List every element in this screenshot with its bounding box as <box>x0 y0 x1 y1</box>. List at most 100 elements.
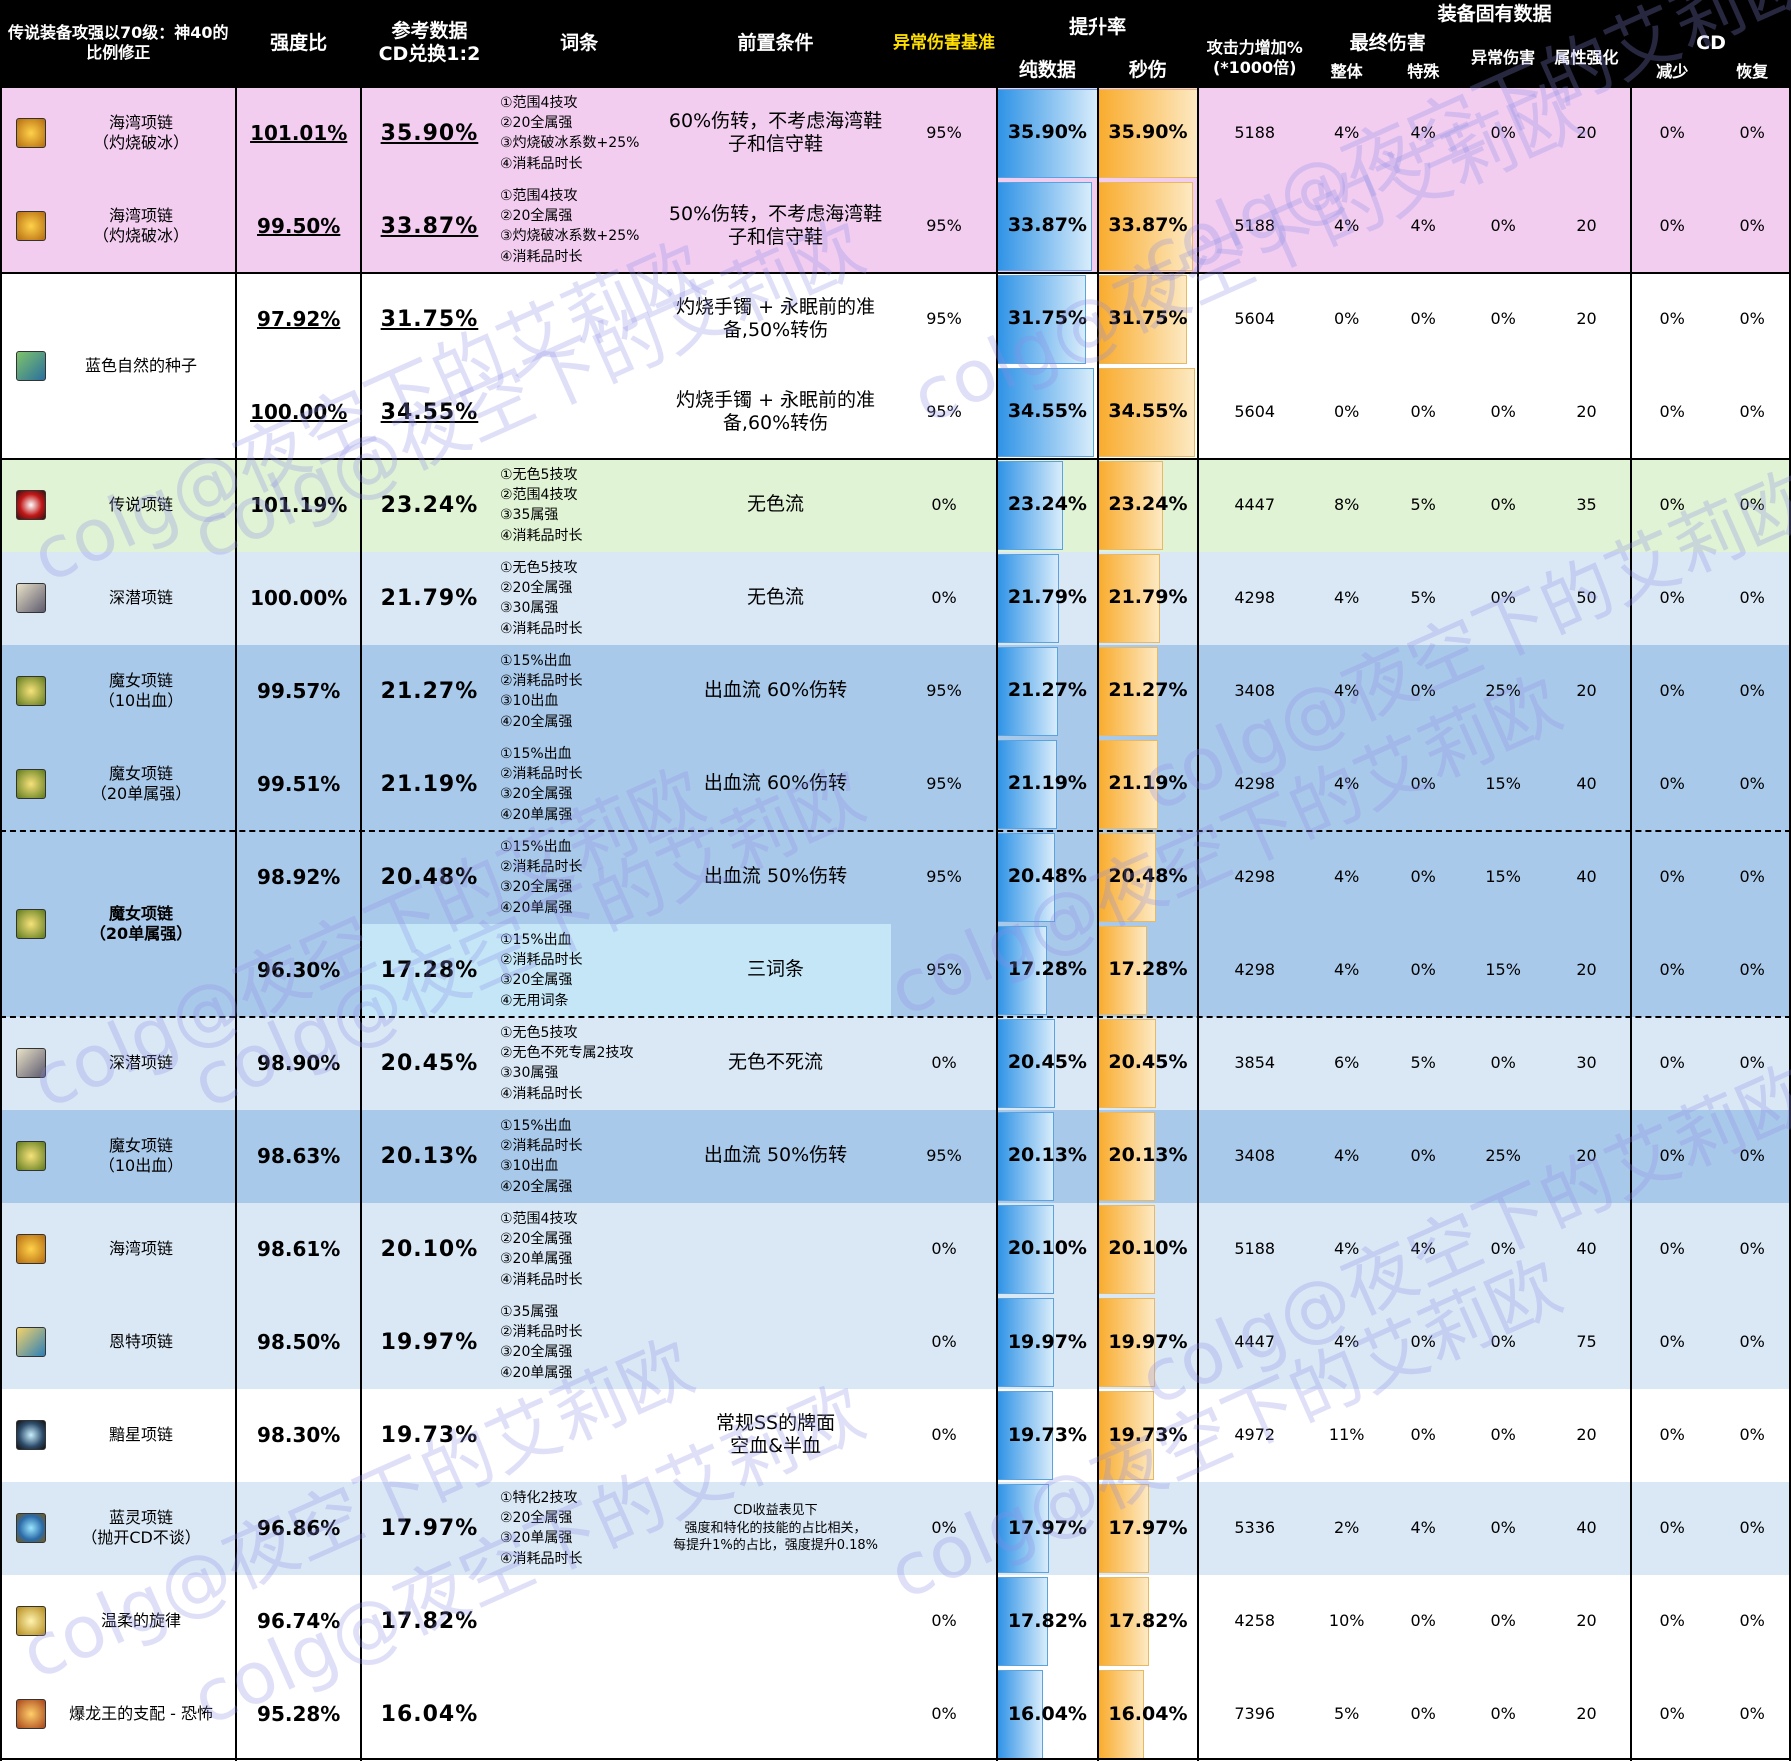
reference-value: 17.28% <box>380 957 479 983</box>
grid-line <box>1789 0 1791 1761</box>
final-damage-special: 0% <box>1410 1146 1436 1166</box>
header-affixes: 词条 <box>498 0 661 87</box>
affix-list <box>498 1389 660 1482</box>
pure-data-bar: 21.27% <box>997 645 1098 738</box>
final-damage-special: 0% <box>1410 774 1436 794</box>
cd-reduce: 0% <box>1659 1704 1685 1724</box>
final-damage-special: 5% <box>1410 1053 1436 1073</box>
bar-fill <box>997 1390 1054 1480</box>
element-boost: 20 <box>1576 123 1597 143</box>
cd-recover: 0% <box>1739 123 1765 143</box>
affix-list <box>498 273 660 366</box>
pure-data-bar: 20.48% <box>997 831 1098 924</box>
final-damage-special: 0% <box>1410 1611 1436 1631</box>
cd-recover: 0% <box>1739 309 1765 329</box>
affix-list: ①15%出血 ②消耗品时长 ③20全属强 ④20单属强 <box>500 745 583 823</box>
final-damage-overall: 4% <box>1333 1146 1360 1166</box>
bar-value: 20.48% <box>1007 865 1087 888</box>
attack-increase: 5188 <box>1234 216 1276 236</box>
attack-increase: 5604 <box>1234 309 1276 329</box>
bar-fill <box>1097 832 1156 922</box>
grid-line <box>0 457 1791 460</box>
bay-necklace-icon <box>15 211 46 242</box>
bar-value: 19.97% <box>1108 1330 1188 1353</box>
element-boost: 20 <box>1576 681 1597 701</box>
bar-value: 21.19% <box>1108 772 1188 795</box>
abnormal-damage: 0% <box>1490 495 1516 515</box>
bar-value: 17.97% <box>1108 1516 1188 1539</box>
strength-ratio: 100.00% <box>250 399 348 424</box>
abnormal-base: 95% <box>926 960 962 980</box>
bar-value: 35.90% <box>1007 121 1087 144</box>
witch-necklace-icon <box>15 769 46 800</box>
element-boost: 20 <box>1576 1425 1597 1445</box>
bar-fill <box>1097 553 1160 643</box>
cd-reduce: 0% <box>1659 1146 1685 1166</box>
final-damage-overall: 4% <box>1333 681 1360 701</box>
dps-bar: 23.24% <box>1097 459 1199 552</box>
final-damage-overall: 6% <box>1333 1053 1360 1073</box>
bar-value: 23.24% <box>1007 493 1087 516</box>
bar-value: 33.87% <box>1108 214 1188 237</box>
grid-line <box>1096 0 1099 1761</box>
affix-list: ①无色5技攻 ②范围4技攻 ③35属强 ④消耗品时长 <box>500 466 583 544</box>
cd-recover: 0% <box>1739 1425 1765 1445</box>
reference-value: 20.10% <box>380 1236 479 1262</box>
cd-reduce: 0% <box>1659 402 1685 422</box>
abnormal-damage: 25% <box>1485 681 1521 701</box>
cd-recover: 0% <box>1739 1053 1765 1073</box>
final-damage-special: 0% <box>1410 1425 1436 1445</box>
attack-increase: 4298 <box>1234 867 1276 887</box>
abnormal-base: 0% <box>931 1239 957 1259</box>
bar-value: 19.73% <box>1108 1423 1188 1446</box>
grid-line <box>1630 0 1633 1761</box>
final-damage-overall: 0% <box>1333 402 1360 422</box>
final-damage-special: 0% <box>1410 1332 1436 1352</box>
element-boost: 75 <box>1576 1332 1597 1352</box>
element-boost: 40 <box>1576 774 1597 794</box>
cd-reduce: 0% <box>1659 495 1685 515</box>
witch-necklace-icon <box>15 1141 46 1172</box>
reference-value: 16.04% <box>380 1701 479 1727</box>
bar-fill <box>997 739 1058 829</box>
cd-reduce: 0% <box>1659 1053 1685 1073</box>
final-damage-special: 0% <box>1410 309 1436 329</box>
deep-dive-necklace-icon <box>15 583 46 614</box>
reference-value: 34.55% <box>380 399 479 425</box>
bar-fill <box>997 274 1087 364</box>
dps-bar: 20.48% <box>1097 831 1199 924</box>
dps-bar: 20.13% <box>1097 1110 1199 1203</box>
dps-bar: 34.55% <box>1097 366 1199 459</box>
abnormal-base: 0% <box>931 495 957 515</box>
attack-increase: 4972 <box>1234 1425 1276 1445</box>
bar-value: 20.13% <box>1108 1144 1188 1167</box>
element-boost: 20 <box>1576 1611 1597 1631</box>
abnormal-damage: 0% <box>1490 1518 1516 1538</box>
final-damage-overall: 11% <box>1328 1425 1365 1445</box>
final-damage-special: 0% <box>1410 1704 1436 1724</box>
final-damage-special: 0% <box>1410 402 1436 422</box>
pure-data-bar: 34.55% <box>997 366 1098 459</box>
attack-increase: 5188 <box>1234 1239 1276 1259</box>
grid-line <box>0 271 1791 274</box>
abnormal-base: 95% <box>926 867 962 887</box>
bar-value: 19.97% <box>1007 1330 1087 1353</box>
strength-ratio: 98.92% <box>257 864 341 889</box>
abnormal-base: 0% <box>931 1611 957 1631</box>
final-damage-special: 4% <box>1410 123 1436 143</box>
element-boost: 30 <box>1576 1053 1597 1073</box>
attack-increase: 4298 <box>1234 588 1276 608</box>
cd-reduce: 0% <box>1659 1239 1685 1259</box>
bar-value: 19.73% <box>1007 1423 1087 1446</box>
bar-value: 31.75% <box>1108 307 1188 330</box>
bar-value: 20.48% <box>1108 865 1188 888</box>
abnormal-damage: 0% <box>1490 588 1516 608</box>
bar-value: 35.90% <box>1108 121 1188 144</box>
affix-list <box>498 366 660 459</box>
dps-bar: 33.87% <box>1097 180 1199 273</box>
strength-ratio: 98.63% <box>257 1143 341 1168</box>
pure-data-bar: 20.13% <box>997 1110 1098 1203</box>
bar-fill <box>997 88 1098 178</box>
cd-recover: 0% <box>1739 867 1765 887</box>
affix-list: ①15%出血 ②消耗品时长 ③20全属强 ④20单属强 <box>500 838 583 916</box>
